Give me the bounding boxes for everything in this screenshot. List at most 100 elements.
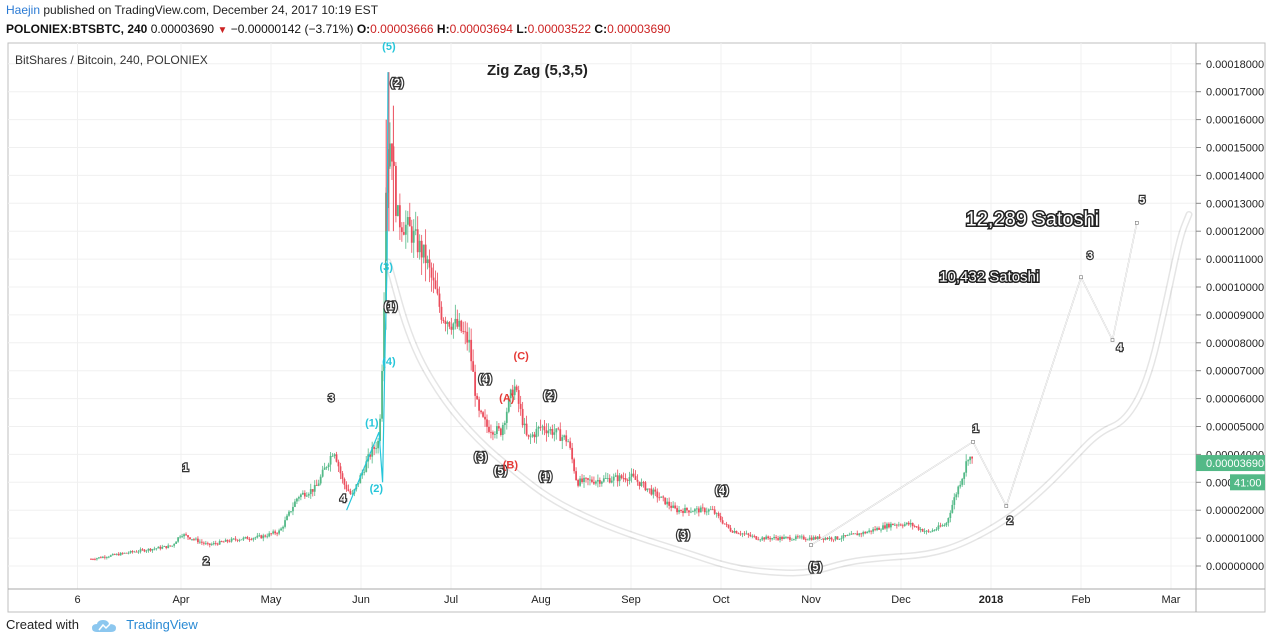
candle-body — [131, 551, 134, 552]
y-tick-label: 0.00010000 — [1206, 282, 1264, 294]
candle-body — [630, 473, 633, 478]
candle-body — [945, 522, 948, 526]
wave-label: 1 — [182, 462, 188, 474]
candle-body — [428, 259, 431, 268]
candle-body — [486, 419, 488, 427]
candle-body — [666, 501, 669, 505]
candle-body — [96, 558, 98, 560]
candle-body — [143, 549, 146, 552]
candle-body — [828, 537, 831, 540]
candle-body — [436, 288, 439, 294]
candle-body — [846, 534, 849, 536]
candle-body — [822, 538, 825, 540]
candle-body — [735, 531, 738, 534]
candle-body — [777, 538, 779, 540]
candle-body — [733, 531, 736, 533]
candle-body — [127, 552, 130, 554]
candle-body — [339, 466, 342, 474]
y-tick-label: 0.00005000 — [1206, 422, 1264, 434]
candle-body — [171, 545, 174, 547]
candle-body — [761, 537, 764, 540]
wave-label: (3) — [379, 261, 393, 273]
candle-body — [133, 551, 136, 553]
candle-body — [606, 478, 609, 479]
candle-body — [408, 217, 411, 227]
tradingview-link[interactable]: TradingView — [126, 617, 198, 632]
candle-body — [468, 339, 471, 343]
candle-body — [878, 527, 880, 530]
author-link[interactable]: Haejin — [6, 3, 41, 17]
wave-label: 5 — [1139, 194, 1145, 206]
candle-body — [444, 320, 447, 324]
candle-body — [886, 523, 888, 529]
y-tick-label: 0.00007000 — [1206, 366, 1264, 378]
candle-body — [557, 428, 560, 430]
candle-body — [646, 488, 649, 491]
candle-body — [919, 528, 922, 530]
candle-body — [596, 480, 599, 482]
candle-body — [650, 488, 653, 495]
candle-body — [545, 430, 548, 434]
candle-body — [426, 259, 429, 264]
wave-label: (3) — [474, 451, 488, 463]
candle-body — [816, 536, 819, 539]
y-tick-label: 0.00016000 — [1206, 115, 1264, 127]
countdown-badge — [1230, 474, 1265, 491]
candle-body — [624, 478, 627, 481]
candle-body — [755, 536, 758, 540]
annotation-text: 10,432 Satoshi — [939, 268, 1039, 285]
candle-body — [313, 484, 316, 492]
candle-body — [507, 398, 510, 412]
candle-body — [232, 538, 235, 540]
candle-body — [604, 478, 607, 480]
x-tick-label: Jun — [352, 594, 370, 606]
candle-body — [953, 497, 956, 505]
candle-body — [866, 531, 869, 534]
candle-body — [94, 559, 96, 561]
candle-body — [638, 481, 641, 487]
candle-body — [707, 509, 710, 512]
candle-body — [181, 536, 183, 538]
candle-body — [228, 541, 231, 543]
published-line: Haejin published on TradingView.com, Dec… — [6, 3, 378, 17]
price-badge-text: 0.00003690 — [1206, 458, 1264, 470]
candle-body — [280, 528, 282, 531]
candle-body — [377, 440, 379, 449]
candle-body — [559, 429, 562, 441]
y-tick-label: 0.00000000 — [1206, 561, 1264, 573]
candle-body — [537, 426, 540, 429]
y-tick-label: 0.00013000 — [1206, 198, 1264, 210]
candle-body — [749, 534, 752, 537]
candle-body — [668, 501, 671, 506]
candle-body — [474, 371, 477, 396]
candle-body — [470, 339, 473, 362]
candle-body — [949, 512, 952, 519]
candle-body — [341, 473, 344, 479]
published-text: published on TradingView.com, December 2… — [40, 3, 379, 17]
candle-body — [402, 232, 405, 235]
candle-body — [177, 537, 180, 542]
candle-body — [117, 553, 120, 556]
candle-body — [153, 548, 156, 550]
candle-body — [543, 426, 546, 431]
x-tick-label: May — [261, 594, 282, 606]
candle-body — [686, 507, 688, 511]
candle-body — [325, 467, 328, 468]
candle-body — [462, 331, 465, 332]
wave-label: 1 — [973, 423, 979, 435]
candle-body — [642, 482, 645, 484]
candle-body — [307, 494, 310, 496]
candle-body — [347, 489, 350, 491]
candle-body — [729, 527, 732, 532]
candle-body — [850, 533, 853, 535]
candle-body — [404, 224, 407, 235]
candle-body — [961, 478, 964, 485]
candle-body — [852, 533, 855, 535]
wave-label: (4) — [715, 484, 729, 496]
wave-label: (4) — [478, 373, 492, 385]
candle-body — [921, 528, 924, 532]
candle-body — [856, 533, 859, 536]
axes: 0.00018000 0.00017000 0.00016000 0.00015000… — [8, 43, 1265, 612]
candle-body — [499, 428, 502, 436]
